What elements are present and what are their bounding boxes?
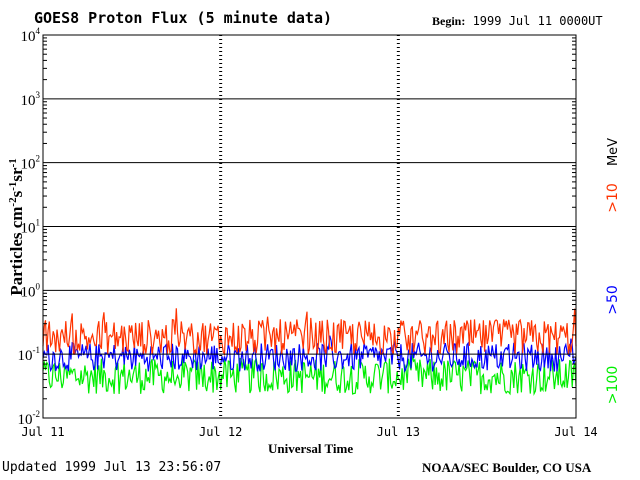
legend-entry-2: >100	[605, 366, 621, 404]
y-tick-label: 10-1	[18, 345, 41, 364]
chart-grid	[43, 35, 576, 418]
flux-traces	[42, 308, 577, 397]
begin-label: Begin:	[432, 14, 466, 28]
y-tick-base: 10	[18, 412, 33, 428]
flux-series-0	[42, 308, 577, 357]
y-tick-label: 101	[21, 218, 41, 237]
y-tick-exp: 3	[36, 90, 41, 100]
x-axis-label: Universal Time	[268, 441, 354, 456]
y-tick-exp: 1	[36, 218, 41, 228]
y-axis-label-exp2: -1	[7, 182, 19, 191]
y-tick-base: 10	[21, 93, 36, 109]
legend-entry-0: >10	[605, 183, 621, 213]
y-tick-label: 10-2	[18, 409, 41, 428]
y-axis-label-main: Particles cm	[7, 207, 26, 296]
y-axis-label: Particles cm-2s-1sr-1	[7, 158, 26, 296]
chart-title: GOES8 Proton Flux (5 minute data)	[34, 9, 333, 27]
updated-timestamp: Updated 1999 Jul 13 23:56:07	[2, 460, 222, 475]
begin-time: Begin: 1999 Jul 11 0000UT	[432, 14, 603, 29]
legend-unit: MeV	[606, 138, 621, 166]
flux-series-2	[42, 354, 577, 397]
y-tick-exp: 4	[36, 26, 41, 36]
y-tick-base: 10	[21, 157, 36, 173]
x-tick-label: Jul 13	[377, 425, 420, 439]
begin-value: 1999 Jul 11 0000UT	[472, 14, 603, 28]
y-tick-base: 10	[21, 284, 36, 300]
y-axis-label-exp3: -1	[7, 158, 19, 167]
y-tick-exp: 0	[36, 281, 41, 291]
y-tick-base: 10	[21, 29, 36, 45]
flux-series-1	[42, 335, 577, 374]
legend-entry-1: >50	[605, 285, 621, 315]
x-tick-label: Jul 12	[199, 425, 242, 439]
y-tick-base: 10	[21, 221, 36, 237]
plot-frame	[42, 34, 577, 419]
y-tick-base: 10	[18, 348, 33, 364]
x-tick-label: Jul 11	[21, 425, 64, 439]
x-axis-tick-labels: Jul 11 Jul 12 Jul 13 Jul 14	[21, 425, 597, 439]
y-axis-label-s: s	[7, 190, 26, 197]
y-tick-label: 104	[21, 26, 41, 45]
energy-legend: >10 >50 >100 MeV	[605, 138, 621, 404]
y-tick-exp: -2	[33, 409, 41, 419]
y-tick-label: 102	[21, 154, 41, 173]
y-tick-exp: 2	[36, 154, 41, 164]
y-axis-label-sr: sr	[7, 167, 26, 182]
y-tick-label: 100	[21, 281, 41, 300]
y-tick-label: 103	[21, 90, 41, 109]
x-tick-label: Jul 14	[554, 425, 597, 439]
y-axis-label-exp1: -2	[7, 197, 19, 207]
y-tick-exp: -1	[33, 345, 41, 355]
credit-text: NOAA/SEC Boulder, CO USA	[422, 460, 592, 475]
